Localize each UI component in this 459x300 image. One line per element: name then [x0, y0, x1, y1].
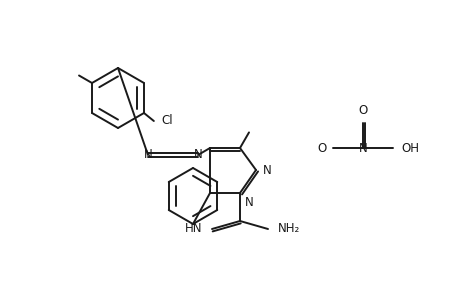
Text: O: O — [317, 142, 326, 154]
Text: N: N — [263, 164, 271, 176]
Text: N: N — [245, 196, 253, 209]
Text: HN: HN — [184, 223, 202, 236]
Text: N: N — [143, 148, 152, 161]
Text: O: O — [358, 104, 367, 117]
Text: NH₂: NH₂ — [277, 223, 300, 236]
Text: N: N — [193, 148, 202, 161]
Text: OH: OH — [400, 142, 418, 154]
Text: N: N — [358, 142, 367, 154]
Text: Cl: Cl — [162, 115, 173, 128]
